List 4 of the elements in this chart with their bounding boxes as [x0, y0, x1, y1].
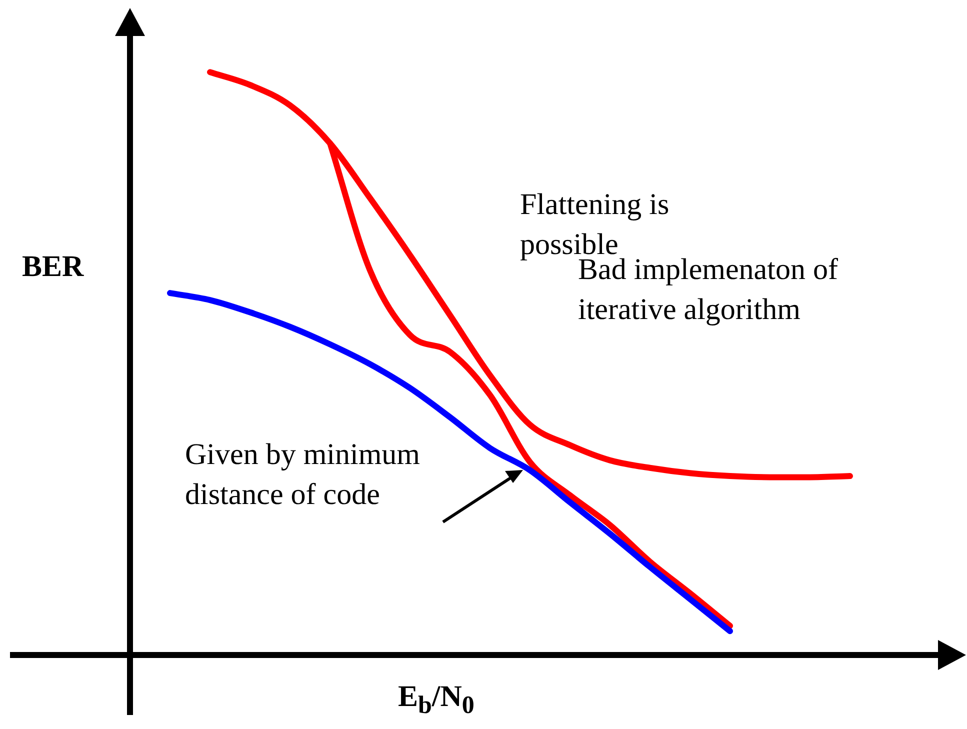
annotation: Given by minimum distance of code: [185, 437, 421, 513]
x-axis-title: E$_{b}$/N$_{0}$: [398, 680, 474, 720]
y-axis-title: BER: [22, 250, 84, 284]
annotation: Bad implemenaton of iterative algorithm: [578, 253, 839, 328]
